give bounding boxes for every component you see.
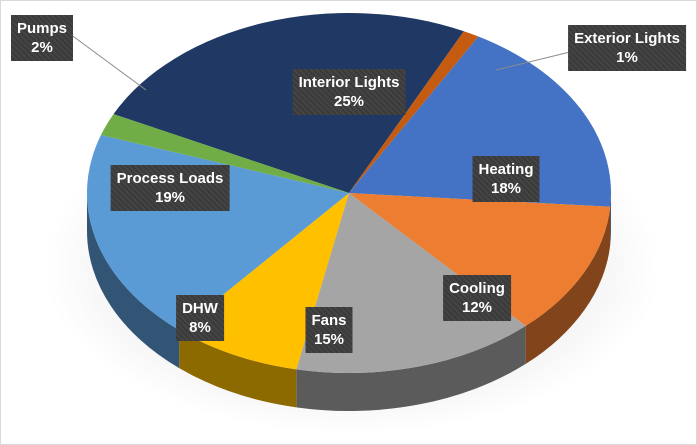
pie-slice-interior-lights	[113, 13, 464, 194]
data-label-name: Heating	[478, 161, 534, 178]
data-label-value: 2%	[31, 39, 53, 56]
data-label-name: Cooling	[449, 280, 505, 297]
data-label-pumps: Pumps 2%	[10, 15, 74, 61]
data-label-process-loads: Process Loads 19%	[110, 165, 230, 211]
data-label-fans: Fans 15%	[305, 307, 353, 353]
data-label-heating: Heating 18%	[472, 156, 540, 202]
pie-side-dhw	[179, 330, 297, 408]
data-label-value: 25%	[333, 93, 365, 110]
pie-slice-exterior-lights	[349, 31, 479, 193]
data-label-value: 12%	[461, 299, 493, 316]
pie-slice-cooling	[349, 193, 611, 326]
pie-side-process-loads	[86, 193, 180, 369]
pie-side-heating	[610, 193, 611, 245]
data-label-value: 18%	[490, 180, 522, 197]
data-label-dhw: DHW 8%	[176, 295, 224, 341]
pie-slice-pumps	[100, 114, 349, 193]
data-label-value: 8%	[189, 319, 211, 336]
data-label-value: 19%	[154, 189, 186, 206]
pie-side-cooling	[525, 206, 611, 364]
leader-line-pumps	[69, 33, 147, 91]
data-label-value: 15%	[313, 331, 345, 348]
data-label-interior-lights: Interior Lights 25%	[292, 69, 406, 115]
data-label-name: Fans	[311, 312, 347, 329]
leader-line-exterior-lights	[495, 51, 571, 71]
data-label-name: Pumps	[16, 20, 68, 37]
pie-slice-heating	[349, 36, 611, 207]
data-label-value: 1%	[616, 49, 638, 66]
data-label-cooling: Cooling 12%	[443, 275, 511, 321]
data-label-name: Interior Lights	[298, 74, 400, 91]
data-label-name: Process Loads	[116, 170, 224, 187]
pie-side-fans	[296, 325, 526, 412]
data-label-exterior-lights: Exterior Lights 1%	[568, 25, 686, 71]
data-label-name: Exterior Lights	[574, 30, 680, 47]
pie-slice-fans	[296, 193, 526, 374]
data-label-name: DHW	[182, 300, 218, 317]
